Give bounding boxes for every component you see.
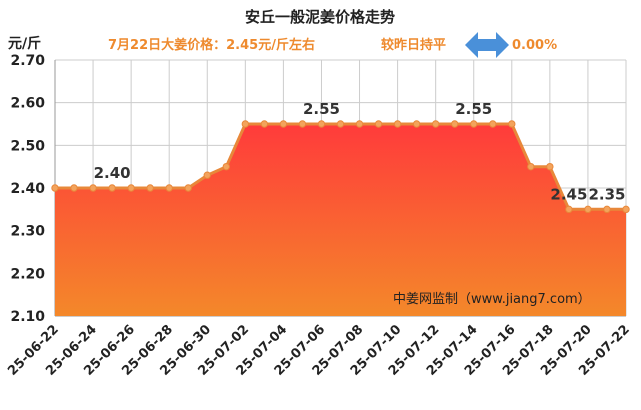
price-area: [55, 124, 626, 316]
data-point: [260, 120, 269, 128]
data-point: [489, 120, 497, 128]
data-point: [622, 205, 630, 214]
watermark: 中姜网监制（www.jiang7.com）: [393, 292, 591, 307]
data-point: [146, 184, 154, 192]
x-axis: 25-06-2225-06-2425-06-2625-06-2825-06-30…: [5, 322, 633, 379]
y-tick-label: 2.20: [10, 266, 45, 282]
data-point: [412, 120, 421, 128]
data-label: 2.55: [303, 100, 340, 118]
data-point: [241, 120, 250, 128]
y-tick-label: 2.70: [10, 53, 45, 69]
data-label: 2.40: [94, 164, 131, 182]
data-point: [203, 171, 211, 179]
data-point: [603, 205, 611, 214]
data-point: [317, 120, 326, 128]
y-tick-label: 2.30: [10, 224, 45, 240]
y-tick-label: 2.60: [10, 96, 45, 112]
data-point: [70, 184, 78, 192]
data-point: [393, 120, 402, 128]
data-point: [279, 120, 288, 128]
data-point: [108, 184, 116, 192]
price-subtitle: 7月22日大姜价格：2.45元/斤左右: [108, 37, 315, 53]
compare-text: 较昨日持平: [381, 37, 446, 53]
data-label: 2.55: [455, 100, 492, 118]
data-point: [451, 120, 459, 128]
data-point: [431, 120, 440, 128]
data-point: [89, 184, 97, 192]
data-point: [546, 162, 554, 171]
change-percent: 0.00%: [512, 38, 557, 53]
data-point: [470, 120, 478, 128]
data-point: [508, 120, 516, 128]
y-axis-label: 元/斤: [8, 35, 41, 52]
y-tick-label: 2.40: [10, 181, 45, 197]
data-point: [165, 184, 173, 192]
data-points: [51, 120, 630, 214]
data-point: [565, 205, 573, 214]
y-axis: 2.70 2.60 2.50 2.40 2.30 2.20 2.10: [10, 53, 45, 325]
data-point: [298, 120, 307, 128]
data-point: [374, 120, 383, 128]
data-point: [527, 162, 535, 171]
data-point: [336, 120, 345, 128]
chart-title: 安丘一般泥姜价格走势: [245, 8, 395, 26]
data-point: [184, 184, 192, 192]
double-arrow-icon: [465, 32, 509, 58]
data-point: [355, 120, 364, 128]
data-label: 2.35: [588, 185, 625, 203]
data-point: [222, 162, 231, 171]
y-tick-label: 2.10: [10, 309, 45, 325]
data-point: [51, 184, 59, 192]
data-point: [127, 184, 135, 192]
data-label: 2.45: [550, 185, 587, 203]
data-labels: 2.40 2.55 2.55 2.45 2.35: [94, 100, 626, 203]
y-tick-label: 2.50: [10, 138, 45, 154]
data-point: [584, 205, 592, 214]
